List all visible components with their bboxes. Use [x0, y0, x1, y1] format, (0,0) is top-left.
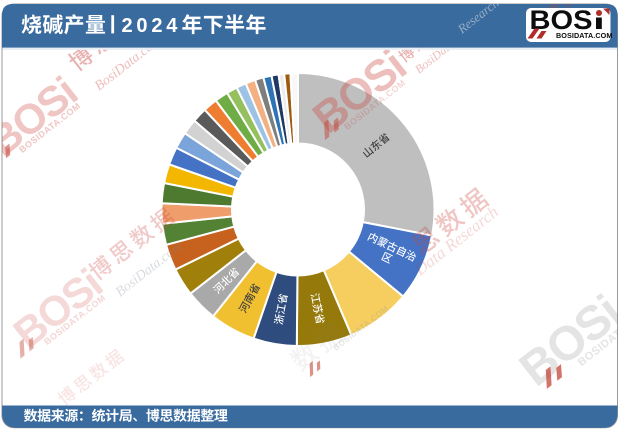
svg-text:BOS: BOS — [530, 5, 593, 35]
svg-text:BOSIDATA.COM: BOSIDATA.COM — [556, 31, 612, 40]
svg-text:2024: 2024 — [122, 15, 182, 37]
